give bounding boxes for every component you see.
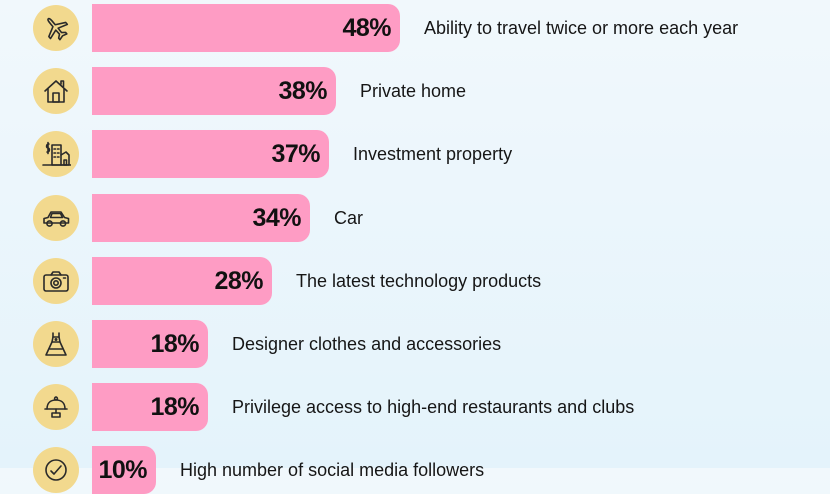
bar-row: 18% Privilege access to high-end restaura… [0,383,830,432]
category-label: Ability to travel twice or more each yea… [424,18,739,38]
dress-icon [33,321,79,367]
bar-row: 48% Ability to travel twice or more each … [0,4,830,52]
bar-value-label: 18% [150,330,199,358]
bar [92,4,400,52]
bar-row: 10% High number of social media followers [0,446,830,494]
bar-value-label: 48% [342,14,391,42]
bar-value-label: 38% [278,77,327,106]
cloche-icon [33,384,79,431]
airplane-icon [33,5,79,51]
bar-value-label: 34% [252,203,301,232]
bar-value-label: 18% [150,393,199,422]
category-label: Private home [360,81,467,102]
bar [92,256,272,305]
bar-value-label: 28% [214,266,263,295]
bar [92,383,208,432]
camera-icon [33,257,79,304]
investment-property-icon [33,131,79,178]
bar [92,320,208,368]
social-media-icon [33,447,79,494]
house-icon [33,68,79,115]
bar [92,67,336,116]
category-label: The latest technology products [296,270,542,291]
bar [92,130,329,179]
bar-row: 38% Private home [0,67,830,116]
category-label: Privilege access to high-end restaurants… [232,397,635,418]
car-icon [33,194,79,241]
bar-value-label: 10% [98,456,147,485]
bar-row: 28% The latest technology products [0,256,830,305]
category-label: Investment property [353,144,513,165]
bar-row: 37% Investment property [0,130,830,179]
bar [92,193,310,242]
category-label: Designer clothes and accessories [232,334,502,354]
bar-value-label: 37% [271,140,320,169]
category-label: High number of social media followers [180,460,485,481]
bar-row: 18% Designer clothes and accessories [0,320,830,368]
bar-row: 34% Car [0,193,830,242]
bar-chart: 48% Ability to travel twice or more each … [0,4,830,494]
category-label: Car [334,207,364,228]
